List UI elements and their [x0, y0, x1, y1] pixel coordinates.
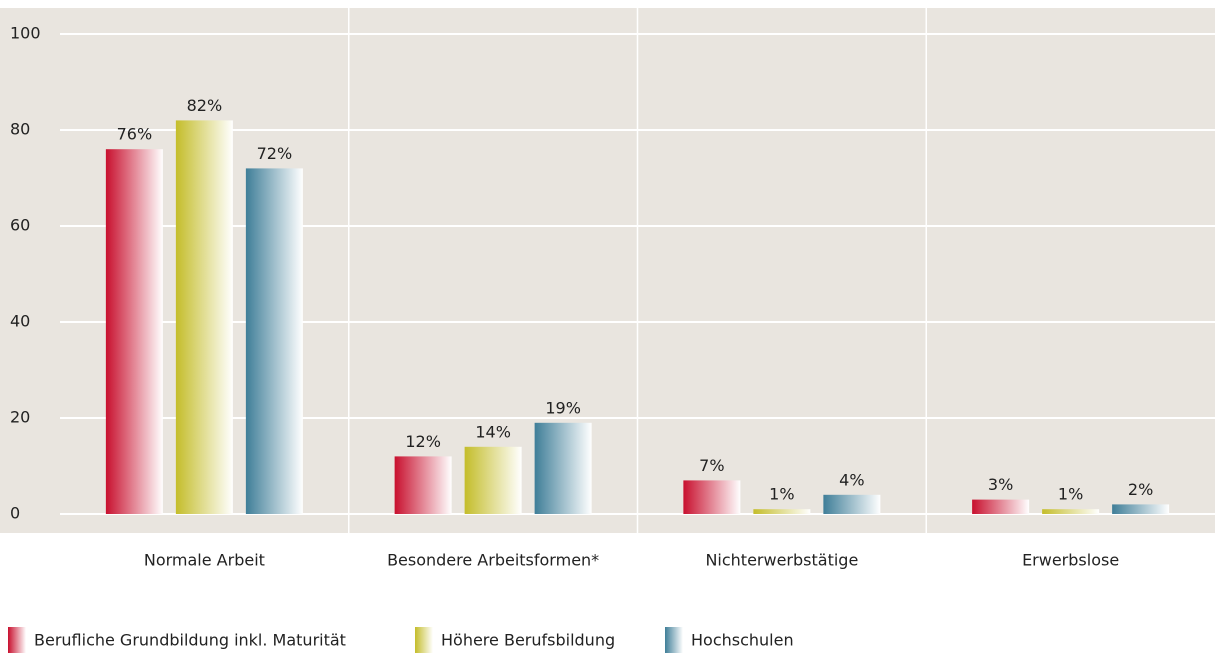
bar — [1112, 504, 1170, 514]
legend-label: Hochschulen — [691, 631, 794, 650]
bar — [823, 494, 881, 514]
y-tick-label: 100 — [10, 24, 41, 43]
legend-swatch — [665, 627, 683, 653]
x-tick-label: Nichterwerbstätige — [705, 551, 858, 570]
bar — [972, 499, 1030, 514]
bar — [534, 422, 592, 514]
bar — [753, 509, 811, 514]
data-label: 76% — [117, 125, 153, 144]
bar — [175, 120, 233, 515]
bar — [683, 480, 741, 514]
legend-label: Berufliche Grundbildung inkl. Maturität — [34, 631, 346, 650]
y-tick-label: 60 — [10, 216, 30, 235]
bar — [105, 149, 163, 514]
y-tick-label: 0 — [10, 504, 20, 523]
bar — [245, 168, 303, 514]
legend-label: Höhere Berufsbildung — [441, 631, 615, 650]
y-tick-label: 20 — [10, 408, 30, 427]
data-label: 1% — [769, 485, 794, 504]
y-tick-label: 80 — [10, 120, 30, 139]
data-label: 14% — [475, 422, 511, 441]
data-label: 7% — [699, 456, 724, 475]
data-label: 2% — [1128, 480, 1153, 499]
x-tick-label: Normale Arbeit — [144, 551, 265, 570]
data-label: 12% — [405, 432, 441, 451]
bar — [464, 446, 522, 514]
data-label: 4% — [839, 470, 864, 489]
data-label: 82% — [187, 96, 223, 115]
legend-swatch — [415, 627, 433, 653]
data-label: 1% — [1058, 485, 1083, 504]
data-label: 19% — [545, 398, 581, 417]
data-label: 3% — [988, 475, 1013, 494]
bar — [1042, 509, 1100, 514]
data-label: 72% — [257, 144, 293, 163]
x-tick-label: Besondere Arbeitsformen* — [387, 551, 599, 570]
bar — [394, 456, 452, 514]
x-tick-label: Erwerbslose — [1022, 551, 1119, 570]
y-tick-label: 40 — [10, 312, 30, 331]
legend-swatch — [8, 627, 26, 653]
